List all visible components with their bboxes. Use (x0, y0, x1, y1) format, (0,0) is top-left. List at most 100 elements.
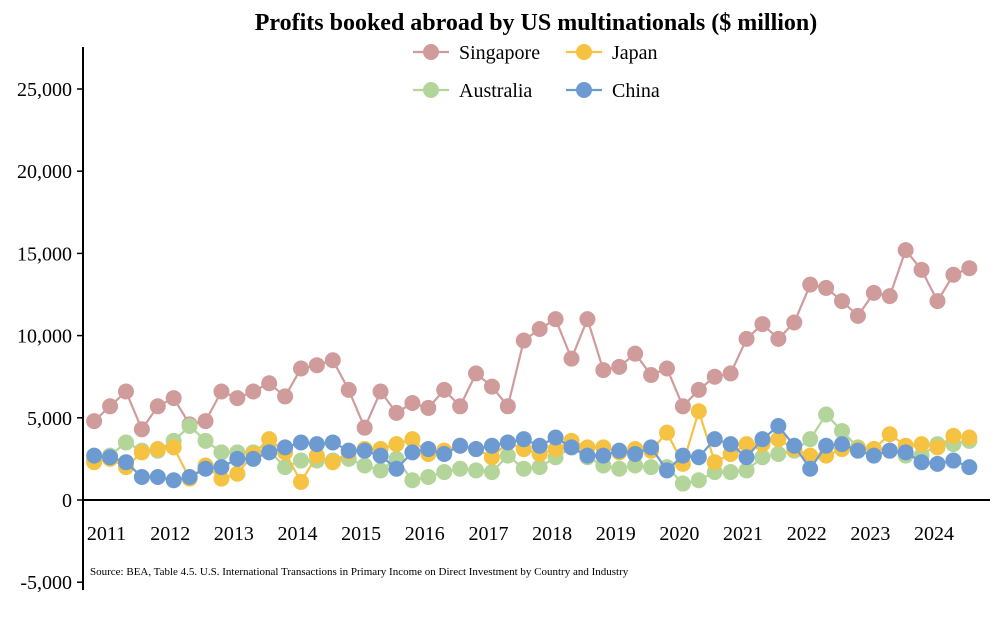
data-point-australia (372, 462, 389, 479)
legend-label-japan: Japan (612, 42, 658, 64)
data-point-singapore (738, 330, 755, 347)
x-tick-label: 2011 (87, 523, 126, 545)
data-point-australia (404, 472, 421, 489)
data-point-china (865, 447, 882, 464)
data-point-singapore (563, 350, 580, 367)
y-tick-label: 5,000 (27, 408, 72, 430)
data-point-australia (292, 452, 309, 469)
data-point-singapore (404, 395, 421, 412)
x-tick-label: 2015 (341, 523, 381, 545)
data-point-japan (324, 454, 341, 471)
x-tick-label: 2023 (850, 523, 890, 545)
x-tick-label: 2012 (150, 523, 190, 545)
data-point-singapore (595, 362, 612, 379)
data-point-australia (738, 462, 755, 479)
data-point-japan (165, 439, 182, 456)
data-point-singapore (674, 398, 691, 415)
data-point-japan (961, 429, 978, 446)
data-point-china (292, 434, 309, 451)
data-point-china (913, 454, 930, 471)
data-point-china (690, 449, 707, 466)
data-point-japan (802, 447, 819, 464)
data-point-china (770, 418, 787, 435)
data-point-china (420, 441, 437, 458)
data-point-china (133, 468, 150, 485)
data-point-china (595, 447, 612, 464)
data-point-singapore (834, 293, 851, 310)
legend-item-australia: Australia (413, 80, 532, 102)
data-point-australia (181, 418, 198, 435)
data-point-singapore (849, 307, 866, 324)
data-point-singapore (786, 314, 803, 331)
data-point-singapore (643, 367, 660, 384)
data-point-china (611, 442, 628, 459)
data-point-singapore (690, 381, 707, 398)
data-point-australia (722, 464, 739, 481)
data-point-japan (213, 470, 230, 487)
data-point-china (356, 442, 373, 459)
data-point-singapore (929, 293, 946, 310)
x-tick-label: 2020 (659, 523, 699, 545)
data-point-singapore (802, 276, 819, 293)
data-point-singapore (308, 357, 325, 374)
series-singapore (86, 242, 978, 438)
data-point-china (929, 455, 946, 472)
data-point-japan (945, 427, 962, 444)
data-point-china (738, 449, 755, 466)
data-point-singapore (722, 365, 739, 382)
data-point-china (229, 450, 246, 467)
data-point-china (102, 449, 119, 466)
data-point-japan (738, 436, 755, 453)
series-china (86, 418, 978, 489)
data-point-china (881, 442, 898, 459)
data-point-singapore (818, 279, 835, 296)
data-point-china (468, 441, 485, 458)
data-point-china (324, 434, 341, 451)
data-point-singapore (197, 413, 214, 430)
data-point-australia (483, 464, 500, 481)
data-point-australia (643, 459, 660, 476)
data-point-australia (468, 462, 485, 479)
data-point-australia (818, 406, 835, 423)
legend-item-singapore: Singapore (413, 42, 540, 64)
y-tick-label: -5,000 (20, 572, 72, 594)
data-point-australia (515, 460, 532, 477)
data-point-china (563, 439, 580, 456)
legend-item-japan: Japan (566, 42, 658, 64)
data-point-japan (388, 436, 405, 453)
data-point-japan (404, 431, 421, 448)
series-layer (86, 242, 978, 492)
data-point-china (197, 460, 214, 477)
data-point-singapore (149, 398, 166, 415)
data-point-china (404, 444, 421, 461)
data-point-australia (277, 459, 294, 476)
data-point-australia (213, 444, 230, 461)
legend-marker-australia (423, 82, 439, 98)
data-point-singapore (213, 383, 230, 400)
data-point-china (452, 437, 469, 454)
data-point-china (181, 468, 198, 485)
x-tick-label: 2019 (596, 523, 636, 545)
x-tick-label: 2022 (787, 523, 827, 545)
legend-label-australia: Australia (459, 80, 532, 102)
data-point-china (277, 439, 294, 456)
data-point-japan (308, 447, 325, 464)
data-point-singapore (245, 383, 262, 400)
data-point-japan (483, 449, 500, 466)
data-point-singapore (356, 419, 373, 436)
x-tick-label: 2014 (277, 523, 317, 545)
data-point-singapore (547, 311, 564, 328)
data-point-singapore (292, 360, 309, 377)
legend-marker-japan (576, 44, 592, 60)
data-point-singapore (261, 375, 278, 392)
data-point-china (531, 437, 548, 454)
x-tick-label: 2017 (468, 523, 508, 545)
data-point-japan (881, 426, 898, 443)
data-point-singapore (754, 316, 771, 333)
data-point-australia (754, 449, 771, 466)
data-point-australia (197, 432, 214, 449)
data-point-china (674, 447, 691, 464)
data-point-china (515, 431, 532, 448)
data-point-japan (149, 441, 166, 458)
